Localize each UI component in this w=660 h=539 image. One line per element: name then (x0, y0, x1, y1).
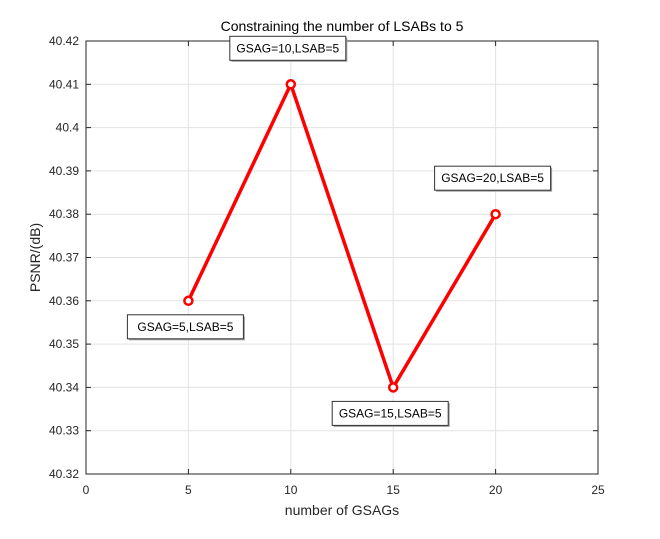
annotation-box (126, 314, 244, 340)
y-tick-label: 40.34 (49, 380, 79, 394)
annotation: GSAG=10,LSAB=5 (229, 35, 348, 62)
annotation-label: GSAG=15,LSAB=5 (339, 406, 442, 420)
y-tick-label: 40.42 (49, 34, 79, 48)
y-axis-label: PSNR/(dB) (27, 223, 43, 292)
x-axis-label: number of GSAGs (285, 502, 399, 518)
y-tick-label: 40.41 (49, 77, 79, 91)
annotation-label: GSAG=5,LSAB=5 (137, 320, 233, 334)
y-tick-label: 40.38 (49, 207, 79, 221)
annotation-box (434, 165, 552, 191)
y-tick-label: 40.37 (49, 251, 79, 265)
annotation: GSAG=5,LSAB=5 (126, 314, 245, 341)
grid (86, 41, 598, 474)
x-tick-label: 10 (284, 483, 298, 497)
annotation-label: GSAG=20,LSAB=5 (441, 171, 544, 185)
x-tick-label: 0 (83, 483, 90, 497)
x-tick-label: 20 (489, 483, 503, 497)
y-tick-label: 40.35 (49, 337, 79, 351)
annotations: GSAG=5,LSAB=5 GSAG=10,LSAB=5 GSAG=15,LSAB=… (126, 35, 553, 427)
annotation: GSAG=20,LSAB=5 (434, 165, 553, 192)
y-tick-label: 40.36 (49, 294, 79, 308)
x-tick-label: 15 (387, 483, 401, 497)
series-line (186, 82, 498, 390)
data-point (490, 208, 501, 220)
data-point (387, 382, 399, 393)
y-tick-label: 40.33 (49, 424, 79, 438)
data-point (183, 295, 194, 307)
data-point (285, 79, 297, 90)
x-tick-label: 25 (591, 483, 605, 497)
y-tick-label: 40.32 (49, 467, 79, 481)
series (183, 79, 501, 393)
annotation-box (229, 35, 347, 61)
y-tick-label: 40.4 (56, 121, 80, 135)
axes-ticks: 0 5 10 15 20 25 40.32 40.33 40.34 40.35 40.36 40.37… (49, 34, 605, 497)
annotation-box (331, 400, 449, 426)
x-tick-label: 5 (185, 483, 192, 497)
y-tick-label: 40.39 (49, 164, 79, 178)
annotation-label: GSAG=10,LSAB=5 (236, 41, 339, 55)
chart-title: Constraining the number of LSABs to 5 (221, 18, 464, 34)
annotation: GSAG=15,LSAB=5 (331, 400, 450, 427)
